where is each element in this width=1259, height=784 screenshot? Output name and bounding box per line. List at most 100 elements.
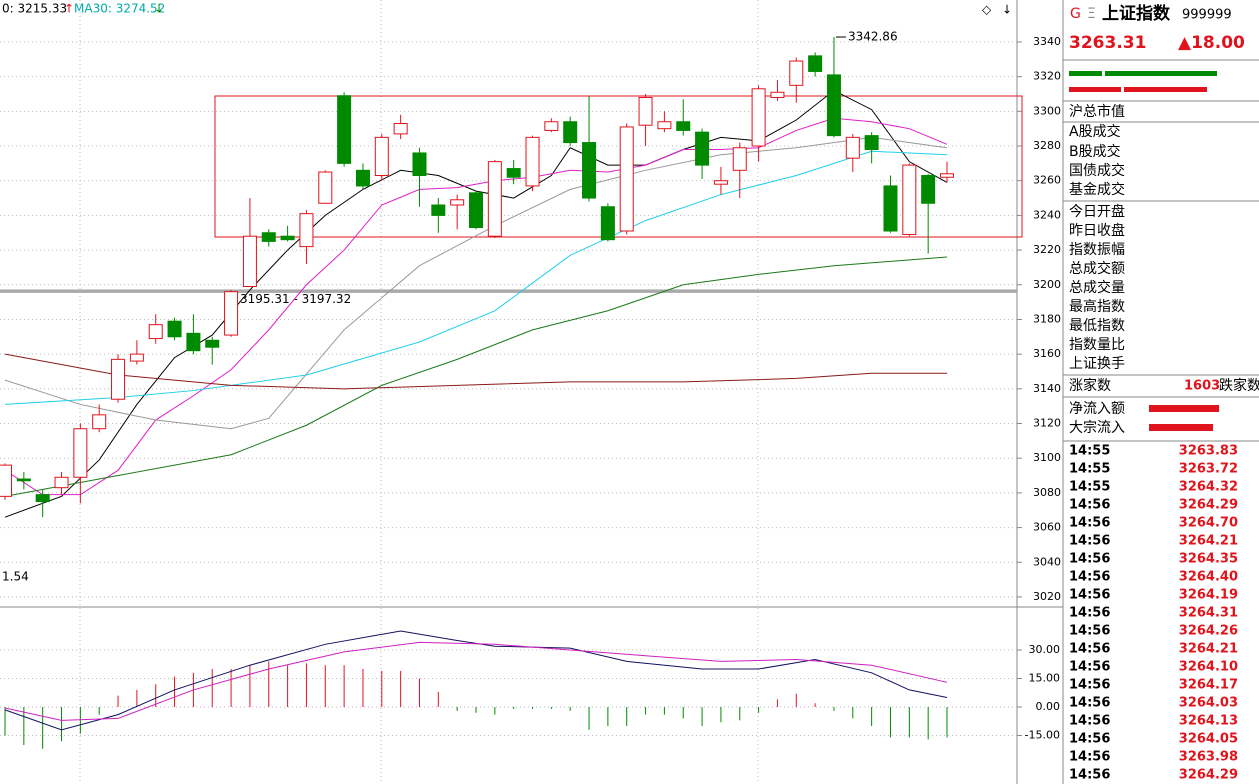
legend-arrow: ↑ (64, 2, 74, 16)
field-label: 最低指数 (1069, 318, 1125, 334)
legend-arrow: ↓ (154, 2, 164, 16)
candle-body (242, 235, 257, 288)
field-label: 上证换手 (1069, 355, 1125, 372)
field-label: B股成交 (1069, 143, 1121, 160)
candle-body (864, 135, 879, 150)
tick-price: 3264.05 (1179, 732, 1238, 747)
tick-price: 3264.19 (1179, 588, 1238, 603)
y-tick-label: 3080 (1033, 486, 1061, 499)
y-tick-label: 3300 (1033, 104, 1061, 117)
candle-body (129, 353, 144, 362)
tick-price: 3263.98 (1179, 750, 1238, 765)
tick-time: 14:56 (1069, 552, 1110, 567)
candle-body (902, 164, 917, 235)
flow-label: 大宗流入 (1069, 420, 1125, 436)
tick-time: 14:56 (1069, 768, 1110, 783)
tick-price: 3264.31 (1179, 606, 1238, 621)
y-tick-label: 3240 (1033, 208, 1061, 221)
indicator-line (4, 256, 948, 497)
max-label: 3342.86 (848, 30, 898, 44)
y-tick-label: 3320 (1033, 70, 1061, 83)
candle-body (619, 126, 634, 232)
y-tick-label: 3160 (1033, 347, 1061, 360)
y-tick-label: 0.00 (1036, 700, 1061, 713)
tick-price: 3264.26 (1179, 624, 1238, 639)
candle-body (111, 358, 126, 400)
tick-time: 14:56 (1069, 660, 1110, 675)
candle-body (299, 213, 314, 248)
tick-time: 14:56 (1069, 732, 1110, 747)
y-tick-label: 3100 (1033, 451, 1061, 464)
arrow-icon[interactable]: ↓ (1002, 3, 1012, 17)
candle-body (412, 152, 427, 177)
field-label: 基金成交 (1069, 181, 1125, 198)
band-label: 3195.31 - 3197.32 (240, 292, 351, 306)
candle-body (318, 171, 333, 204)
note: 1.54 (2, 570, 29, 584)
y-tick-label: 3220 (1033, 243, 1061, 256)
market-marker: G (1070, 6, 1081, 22)
tick-price: 3263.83 (1179, 444, 1238, 459)
tick-time: 14:55 (1069, 462, 1110, 477)
y-tick-label: 3340 (1033, 35, 1061, 48)
tick-price: 3264.29 (1179, 768, 1238, 783)
candle-body (167, 320, 182, 338)
candle-body (374, 136, 389, 177)
tick-price: 3264.35 (1179, 552, 1238, 567)
menu-icon[interactable]: Ξ (1087, 6, 1096, 22)
candle-body (73, 428, 88, 478)
field-label: 昨日收盘 (1069, 222, 1125, 239)
indicator-line (4, 353, 947, 390)
indicator-line (4, 150, 948, 405)
tick-time: 14:56 (1069, 588, 1110, 603)
diamond-icon[interactable]: ◇ (982, 3, 992, 17)
tick-price: 3264.21 (1179, 534, 1238, 549)
tick-time: 14:56 (1069, 696, 1110, 711)
tick-time: 14:56 (1069, 606, 1110, 621)
tick-price: 3264.70 (1179, 516, 1238, 531)
strength-bar (1069, 71, 1102, 76)
legend-ma: 0: 3215.33 (2, 2, 67, 16)
index-name: 上证指数 (1102, 3, 1171, 24)
strength-bar (1069, 87, 1121, 92)
candle-body (638, 96, 653, 126)
indicator-line (4, 641, 948, 721)
candle-body (506, 168, 521, 178)
field-label: A股成交 (1069, 123, 1121, 140)
candle-body (940, 173, 954, 178)
vertical-grid (79, 0, 759, 784)
tick-time: 14:56 (1069, 570, 1110, 585)
flow-bar (1149, 405, 1219, 412)
tick-time: 14:56 (1069, 534, 1110, 549)
candle-body (487, 161, 502, 237)
y-tick-label: 3040 (1033, 555, 1061, 568)
tick-time: 14:55 (1069, 444, 1110, 459)
candle-body (469, 192, 483, 229)
tick-price: 3264.40 (1179, 570, 1238, 585)
index-code: 999999 (1182, 8, 1232, 23)
candle-body (582, 142, 597, 199)
indicator-line (4, 117, 948, 496)
y-tick-label: -15.00 (1025, 729, 1060, 742)
y-tick-label: 3140 (1033, 382, 1061, 395)
y-tick-label: 15.00 (1029, 672, 1061, 685)
y-tick-label: 3180 (1033, 312, 1061, 325)
tick-price: 3263.72 (1179, 462, 1238, 477)
tick-price: 3264.29 (1179, 498, 1238, 513)
price-band (0, 289, 1017, 293)
tick-time: 14:56 (1069, 516, 1110, 531)
candle-body (16, 478, 31, 482)
tick-price: 3264.17 (1179, 678, 1238, 693)
y-tick-label: 3020 (1033, 590, 1061, 603)
field-label: 最高指数 (1069, 298, 1125, 315)
tick-price: 3264.32 (1179, 480, 1238, 495)
legend-ma30: MA30: 3274.52 (74, 2, 165, 16)
candle-body (657, 121, 672, 130)
candle-body (280, 235, 295, 241)
decline-label: 跌家数 (1219, 377, 1259, 394)
tick-time: 14:56 (1069, 642, 1110, 657)
candle-body (544, 121, 559, 131)
candle-body (186, 332, 201, 352)
tick-time: 14:56 (1069, 714, 1110, 729)
